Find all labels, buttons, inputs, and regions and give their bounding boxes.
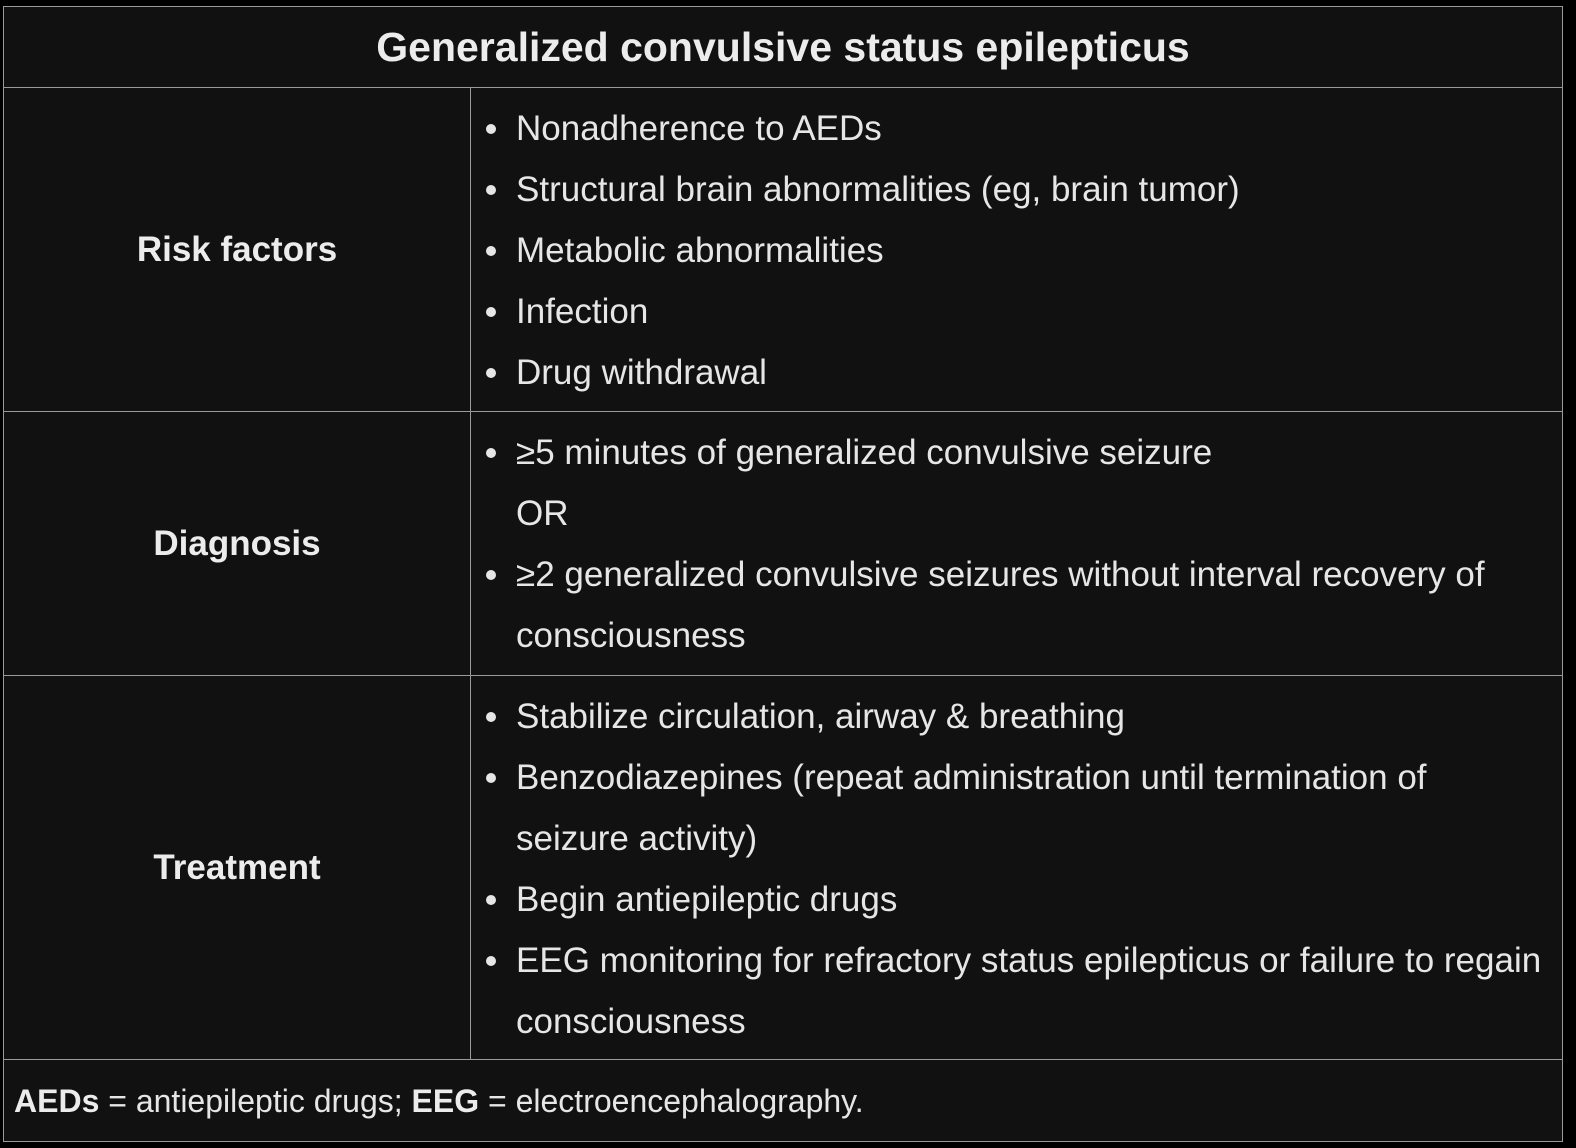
treatment-content: Stabilize circulation, airway & breathin… bbox=[471, 676, 1562, 1059]
diagnosis-list: ≥5 minutes of generalized convulsive sei… bbox=[471, 422, 1542, 666]
list-item: Begin antiepileptic drugs bbox=[471, 869, 1542, 930]
list-item: ≥5 minutes of generalized convulsive sei… bbox=[471, 422, 1542, 483]
treatment-label: Treatment bbox=[4, 676, 471, 1059]
abbreviations-footnote: AEDs = antiepileptic drugs; EEG = electr… bbox=[4, 1060, 1562, 1142]
risk-factors-row: Risk factors Nonadherence to AEDs Struct… bbox=[4, 88, 1562, 412]
treatment-row: Treatment Stabilize circulation, airway … bbox=[4, 676, 1562, 1060]
diagnosis-row: Diagnosis ≥5 minutes of generalized conv… bbox=[4, 412, 1562, 676]
diagnosis-label: Diagnosis bbox=[4, 412, 471, 675]
list-item: Nonadherence to AEDs bbox=[471, 98, 1542, 159]
list-item: ≥2 generalized convulsive seizures witho… bbox=[471, 544, 1542, 666]
risk-factors-label: Risk factors bbox=[4, 88, 471, 411]
diagnosis-connector: OR bbox=[516, 494, 569, 533]
list-item: EEG monitoring for refractory status epi… bbox=[471, 930, 1542, 1052]
status-epilepticus-table: Generalized convulsive status epilepticu… bbox=[3, 6, 1563, 1142]
list-item: Benzodiazepines (repeat administration u… bbox=[471, 747, 1542, 869]
definition-eeg: = electroencephalography. bbox=[479, 1082, 864, 1119]
risk-factors-content: Nonadherence to AEDs Structural brain ab… bbox=[471, 88, 1562, 411]
list-item: Stabilize circulation, airway & breathin… bbox=[471, 686, 1542, 747]
list-item: Metabolic abnormalities bbox=[471, 220, 1542, 281]
abbreviation-eeg: EEG bbox=[411, 1082, 480, 1119]
list-item: Infection bbox=[471, 281, 1542, 342]
abbreviation-aeds: AEDs bbox=[14, 1082, 100, 1119]
diagnosis-content: ≥5 minutes of generalized convulsive sei… bbox=[471, 412, 1562, 675]
treatment-list: Stabilize circulation, airway & breathin… bbox=[471, 686, 1542, 1052]
definition-aeds: = antiepileptic drugs; bbox=[99, 1082, 412, 1119]
list-item: Structural brain abnormalities (eg, brai… bbox=[471, 159, 1542, 220]
table-title: Generalized convulsive status epilepticu… bbox=[4, 7, 1562, 88]
list-item: Drug withdrawal bbox=[471, 342, 1542, 403]
risk-factors-list: Nonadherence to AEDs Structural brain ab… bbox=[471, 98, 1542, 403]
